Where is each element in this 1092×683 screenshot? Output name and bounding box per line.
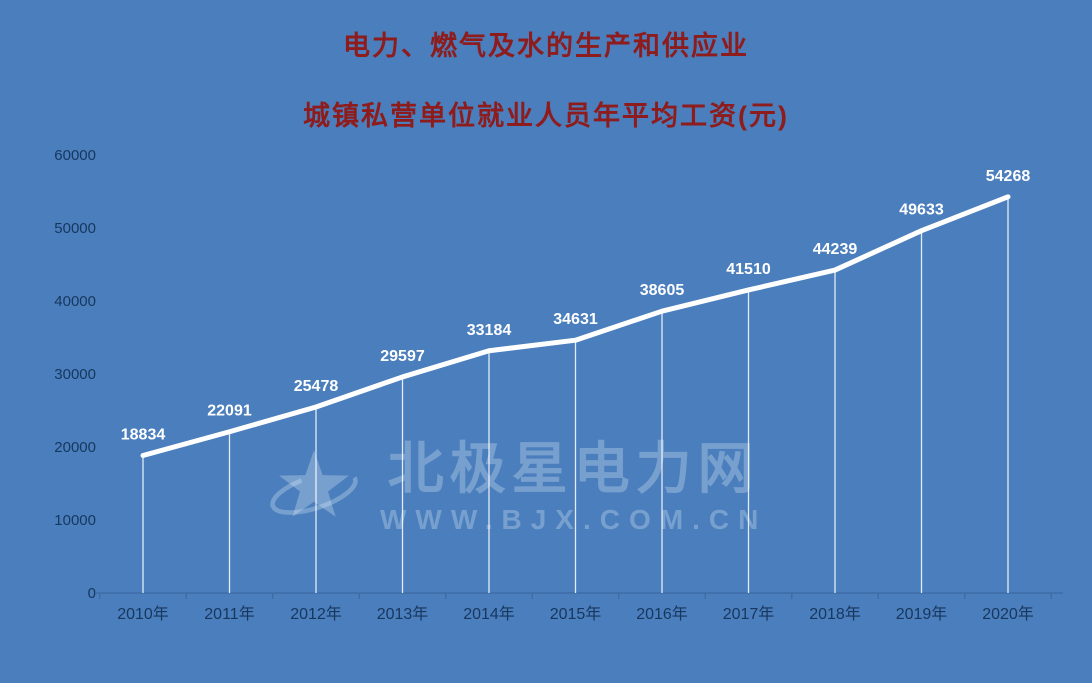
y-axis-label: 60000 — [54, 147, 96, 164]
data-point-label: 33184 — [467, 322, 512, 339]
x-axis-label: 2014年 — [463, 605, 515, 623]
data-point-label: 18834 — [121, 427, 166, 444]
x-axis-label: 2020年 — [982, 605, 1034, 623]
data-point-label: 41510 — [726, 261, 771, 278]
y-axis-label: 10000 — [54, 512, 96, 529]
y-axis-label: 20000 — [54, 439, 96, 456]
x-axis-label: 2019年 — [896, 605, 948, 623]
x-axis-label: 2013年 — [377, 605, 429, 623]
data-point-label: 22091 — [207, 403, 252, 420]
x-axis-label: 2011年 — [204, 605, 254, 623]
x-axis-label: 2016年 — [636, 605, 688, 623]
x-axis-label: 2010年 — [117, 605, 169, 623]
y-axis-label: 0 — [88, 585, 96, 602]
chart-title-line1: 电力、燃气及水的生产和供应业 — [343, 31, 749, 61]
x-axis-label: 2012年 — [290, 605, 342, 623]
data-point-label: 34631 — [553, 311, 598, 328]
x-axis-label: 2018年 — [809, 605, 861, 623]
chart-title-line2: 城镇私营单位就业人员年平均工资(元) — [303, 101, 789, 131]
data-point-label: 38605 — [640, 282, 685, 299]
data-point-label: 44239 — [813, 241, 858, 258]
data-point-label: 29597 — [380, 348, 425, 365]
series-line — [140, 194, 1011, 459]
data-point-label: 25478 — [294, 378, 339, 395]
x-axis-label: 2015年 — [550, 605, 602, 623]
data-point-label: 49633 — [899, 202, 944, 219]
data-point-label: 54268 — [986, 168, 1031, 185]
y-axis-label: 40000 — [54, 293, 96, 310]
x-axis-label: 2017年 — [723, 605, 775, 623]
y-axis-label: 30000 — [54, 366, 96, 383]
y-axis-label: 50000 — [54, 220, 96, 237]
